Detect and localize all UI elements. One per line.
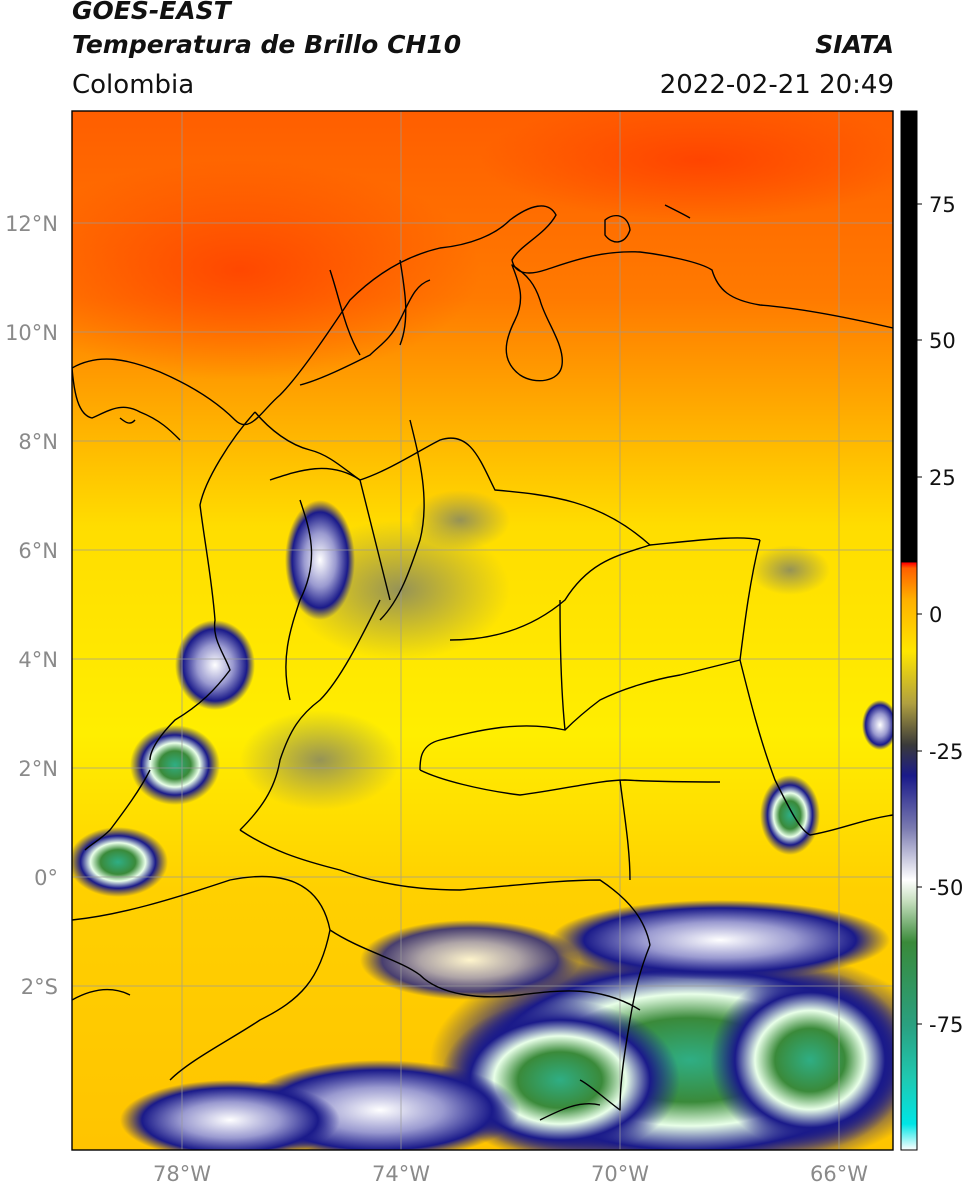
region-label: Colombia — [72, 70, 195, 100]
cloud-haze — [240, 710, 400, 810]
lat-label: 4°N — [18, 648, 58, 672]
lat-label: 0° — [34, 866, 58, 890]
convective-cloud — [72, 827, 168, 897]
warm-region — [72, 160, 480, 380]
lat-label: 10°N — [5, 321, 58, 345]
colorbar-label: -25 — [929, 740, 963, 764]
lat-label: 12°N — [5, 212, 58, 236]
convective-complex — [550, 900, 890, 980]
convective-complex — [710, 970, 893, 1150]
colorbar — [900, 110, 918, 1151]
lon-label: 74°W — [372, 1162, 430, 1186]
colorbar-label: -75 — [929, 1013, 963, 1037]
map-frame — [71, 110, 894, 1151]
colorbar-label: 0 — [929, 603, 942, 627]
colorbar-label: 75 — [929, 193, 956, 217]
lon-label: 66°W — [810, 1162, 868, 1186]
colorbar-label: -50 — [929, 876, 963, 900]
lon-label: 70°W — [591, 1162, 649, 1186]
datetime-label: 2022-02-21 20:49 — [659, 70, 894, 100]
colorbar-label: 50 — [929, 329, 956, 353]
convective-complex — [360, 920, 580, 1000]
convective-cloud — [175, 620, 255, 710]
lat-label: 8°N — [18, 430, 58, 454]
title-line-2: Temperatura de Brillo CH10 — [72, 30, 462, 59]
cloud-haze — [410, 490, 510, 550]
cloud-haze — [750, 545, 830, 595]
warm-region — [480, 111, 893, 220]
lat-label: 2°S — [21, 975, 58, 999]
title-line-1: GOES-EAST — [72, 0, 231, 25]
convective-cloud — [285, 500, 355, 620]
colorbar-ticks — [917, 203, 922, 1025]
convective-cloud — [862, 700, 893, 750]
convective-cloud — [760, 775, 820, 855]
lat-label: 6°N — [18, 539, 58, 563]
lat-label: 2°N — [18, 757, 58, 781]
gridlines — [72, 111, 893, 1150]
lon-label: 78°W — [153, 1162, 211, 1186]
convective-cloud — [130, 725, 220, 805]
organization-label: SIATA — [815, 30, 894, 59]
coastlines-and-borders — [72, 204, 893, 1121]
colorbar-label: 25 — [929, 466, 956, 490]
convective-complex — [120, 1080, 340, 1150]
